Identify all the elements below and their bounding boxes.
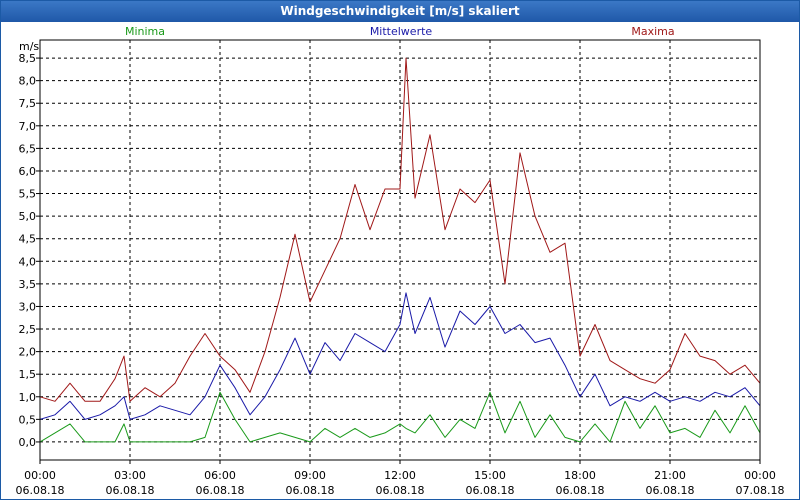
x-tick-time: 12:00 bbox=[384, 469, 416, 482]
x-tick-date: 06.08.18 bbox=[376, 484, 425, 497]
legend-minima: Minima bbox=[125, 25, 165, 38]
y-tick-label: 1,5 bbox=[19, 368, 37, 381]
x-tick-date: 06.08.18 bbox=[196, 484, 245, 497]
y-tick-label: 0,5 bbox=[19, 413, 37, 426]
y-tick-label: 5,5 bbox=[19, 188, 37, 201]
legend-maxima: Maxima bbox=[631, 25, 674, 38]
y-tick-label: 2,0 bbox=[19, 346, 37, 359]
y-tick-label: 6,0 bbox=[19, 165, 37, 178]
y-tick-label: 5,0 bbox=[19, 210, 37, 223]
x-tick-date: 06.08.18 bbox=[646, 484, 695, 497]
x-tick-time: 03:00 bbox=[114, 469, 146, 482]
x-axis-ticks: 00:00 06.08.18 03:00 06.08.18 06:00 06.08.18 0… bbox=[16, 460, 785, 497]
y-tick-label: 1,0 bbox=[19, 391, 37, 404]
series-group bbox=[39, 57, 761, 443]
series-line-minima bbox=[39, 391, 761, 443]
y-tick-label: 4,0 bbox=[19, 255, 37, 268]
x-tick-date: 07.08.18 bbox=[736, 484, 785, 497]
y-tick-label: 2,5 bbox=[19, 323, 37, 336]
series-line-maxima bbox=[39, 57, 761, 402]
window-title: Windgeschwindigkeit [m/s] skaliert bbox=[1, 1, 799, 22]
x-tick-time: 15:00 bbox=[474, 469, 506, 482]
x-tick-time: 00:00 bbox=[744, 469, 776, 482]
series-line-mittelwerte bbox=[39, 292, 761, 420]
plot-frame bbox=[39, 39, 761, 461]
x-tick-time: 21:00 bbox=[654, 469, 686, 482]
y-tick-label: 0,0 bbox=[19, 436, 37, 449]
x-tick-time: 00:00 bbox=[24, 469, 56, 482]
y-tick-label: 4,5 bbox=[19, 233, 37, 246]
y-axis-ticks: 0,0 0,5 1,0 1,5 2,0 2,5 3,0 3,5 4,0 4,5 5,0 5,5 6,0 6… bbox=[19, 52, 40, 449]
x-tick-date: 06.08.18 bbox=[16, 484, 65, 497]
y-axis-unit: m/s bbox=[19, 40, 39, 53]
y-tick-label: 3,0 bbox=[19, 300, 37, 313]
x-tick-time: 06:00 bbox=[204, 469, 236, 482]
y-tick-label: 3,5 bbox=[19, 278, 37, 291]
x-tick-time: 09:00 bbox=[294, 469, 326, 482]
y-tick-label: 6,5 bbox=[19, 142, 37, 155]
legend-mittelwerte: Mittelwerte bbox=[370, 25, 433, 38]
y-tick-label: 7,0 bbox=[19, 120, 37, 133]
x-tick-time: 18:00 bbox=[564, 469, 596, 482]
y-tick-label: 8,0 bbox=[19, 75, 37, 88]
x-tick-date: 06.08.18 bbox=[106, 484, 155, 497]
y-tick-label: 8,5 bbox=[19, 52, 37, 65]
y-tick-label: 7,5 bbox=[19, 97, 37, 110]
x-tick-date: 06.08.18 bbox=[286, 484, 335, 497]
grid bbox=[40, 40, 760, 460]
x-tick-date: 06.08.18 bbox=[556, 484, 605, 497]
x-tick-date: 06.08.18 bbox=[466, 484, 515, 497]
